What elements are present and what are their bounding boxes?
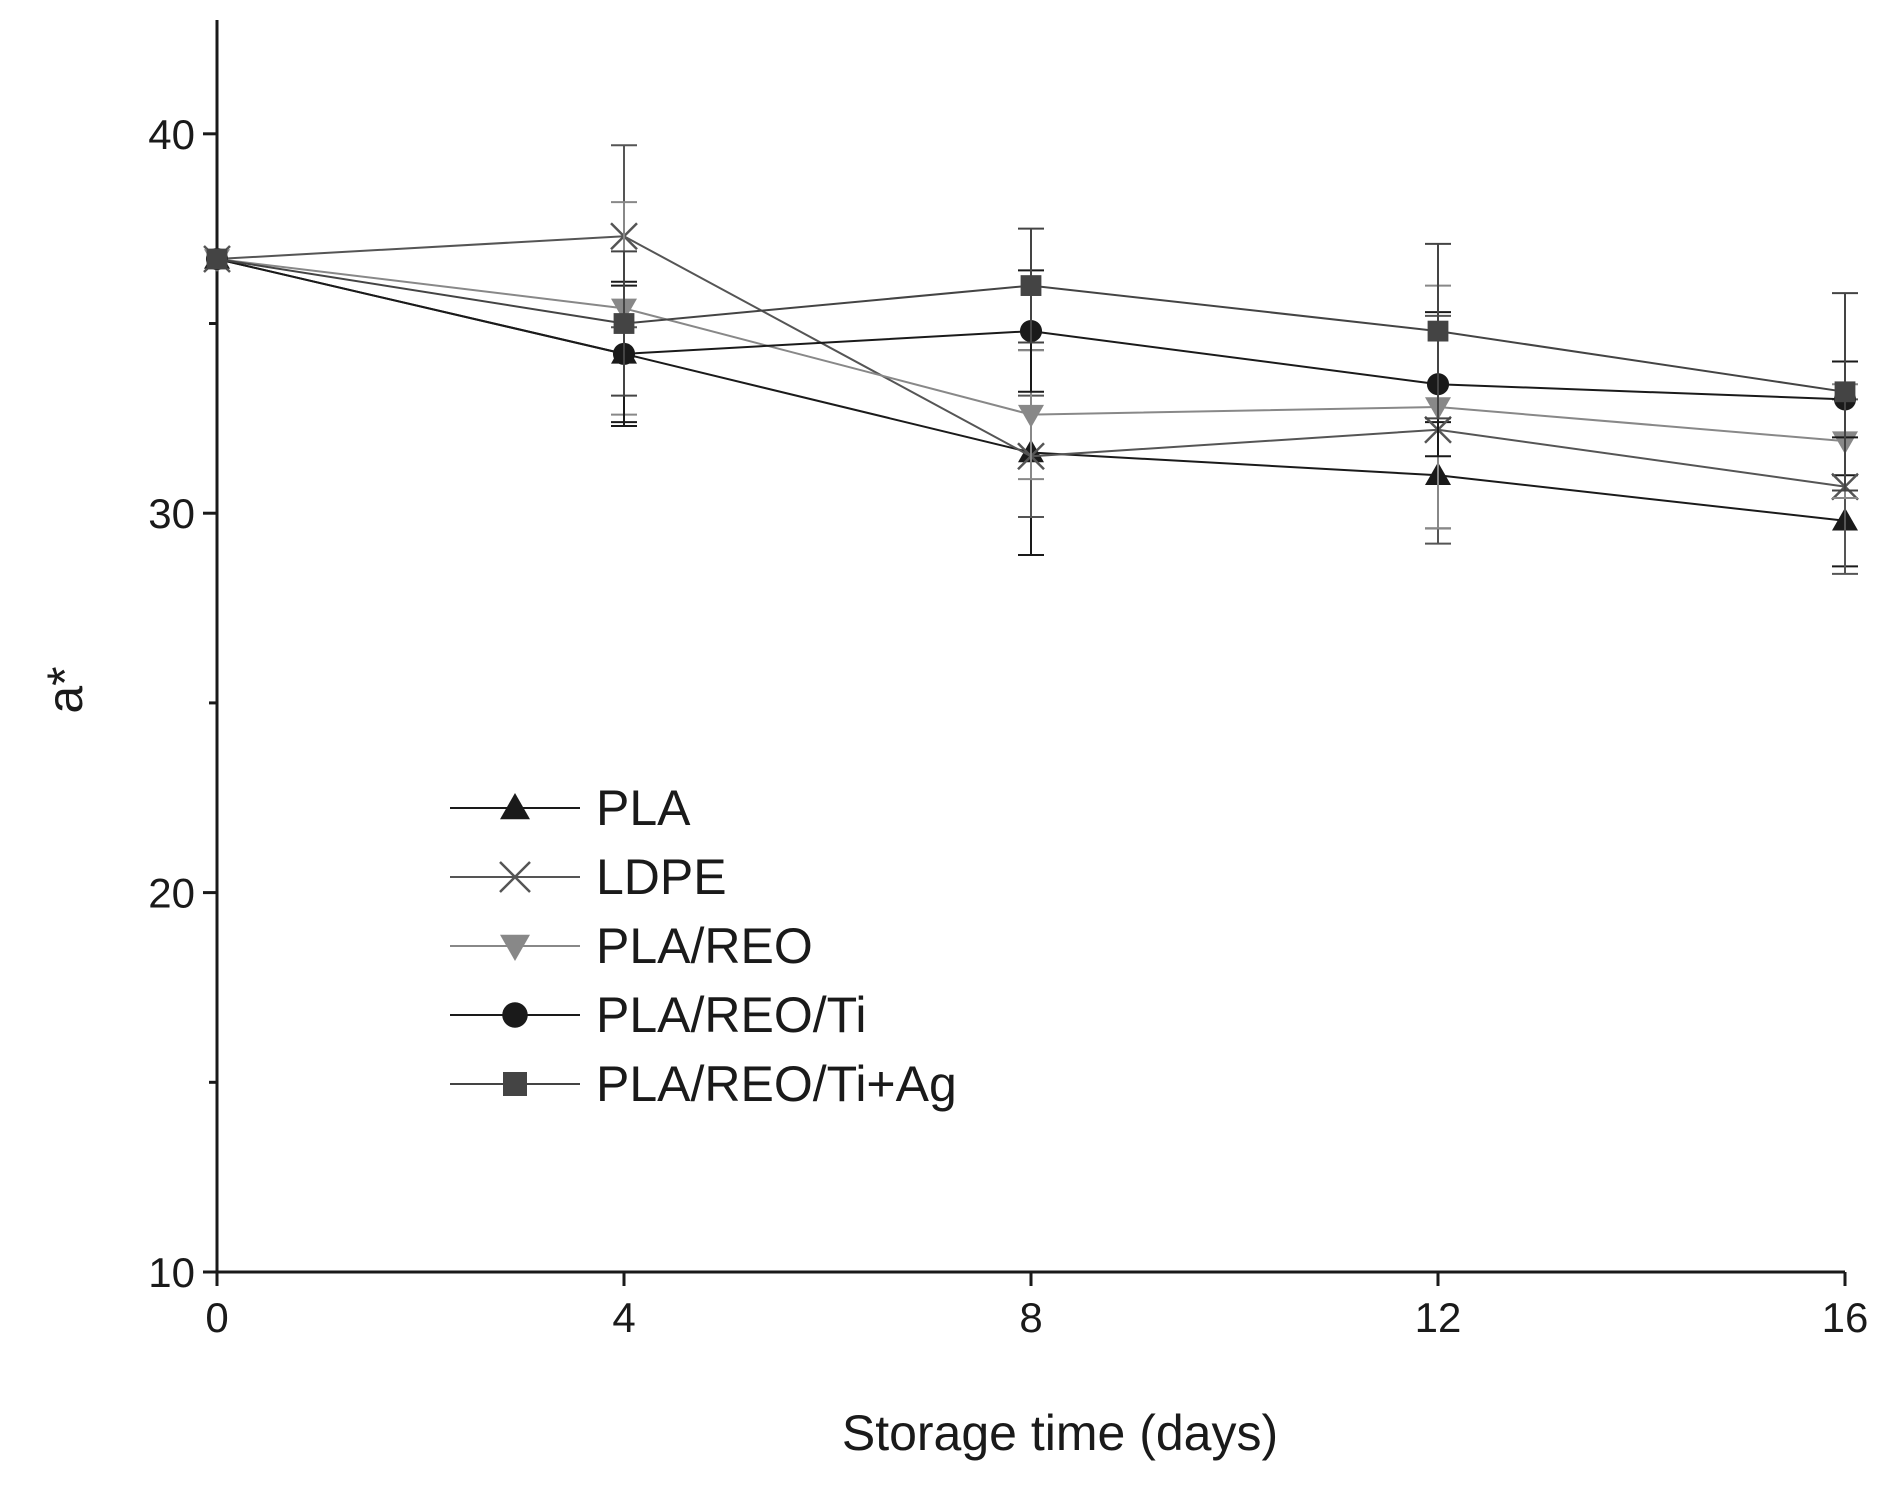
x-tick-label: 16 (1822, 1294, 1869, 1341)
data-point (1020, 275, 1042, 296)
legend-entry: PLA/REO (450, 918, 813, 974)
series-pla-reo-ti-ag (206, 227, 1858, 492)
y-tick-label: 20 (148, 870, 195, 917)
legend-marker (500, 934, 530, 961)
data-point (1834, 381, 1856, 403)
x-tick-label: 4 (612, 1294, 635, 1341)
legend-marker (499, 861, 531, 893)
y-tick-label: 40 (148, 111, 195, 158)
legend-label: PLA/REO (596, 918, 813, 974)
y-axis-title: a* (37, 666, 93, 713)
data-point (1427, 320, 1449, 342)
legend-marker (502, 1002, 528, 1028)
series-layer (203, 144, 1859, 575)
legend-label: PLA/REO/Ti (596, 987, 866, 1043)
x-marker-stroke (499, 861, 531, 893)
legend-label: PLA (596, 780, 691, 836)
x-tick-label: 0 (205, 1294, 228, 1341)
legend-marker (500, 793, 530, 820)
x-axis-title: Storage time (days) (842, 1405, 1278, 1461)
legend-entry: PLA/REO/Ti (450, 987, 866, 1043)
x-tick-label: 8 (1019, 1294, 1042, 1341)
legend-label: PLA/REO/Ti+Ag (596, 1056, 957, 1112)
data-point (613, 313, 635, 334)
legend-marker (503, 1072, 527, 1096)
y-tick-label: 10 (148, 1249, 195, 1296)
legend-entry: PLA (450, 780, 691, 836)
x-tick-label: 12 (1415, 1294, 1462, 1341)
legend-entry: PLA/REO/Ti+Ag (450, 1056, 957, 1112)
data-point (206, 248, 228, 270)
axes: 10 20 30 40 0 4 8 12 16 (148, 20, 1868, 1341)
legend-label: LDPE (596, 849, 727, 905)
data-point (1018, 404, 1044, 428)
legend: PLA LDPE PLA/REO PLA/REO/Ti PLA/REO/Ti+Ag (450, 780, 957, 1112)
legend-entry: LDPE (450, 849, 727, 905)
y-tick-label: 30 (148, 490, 195, 537)
